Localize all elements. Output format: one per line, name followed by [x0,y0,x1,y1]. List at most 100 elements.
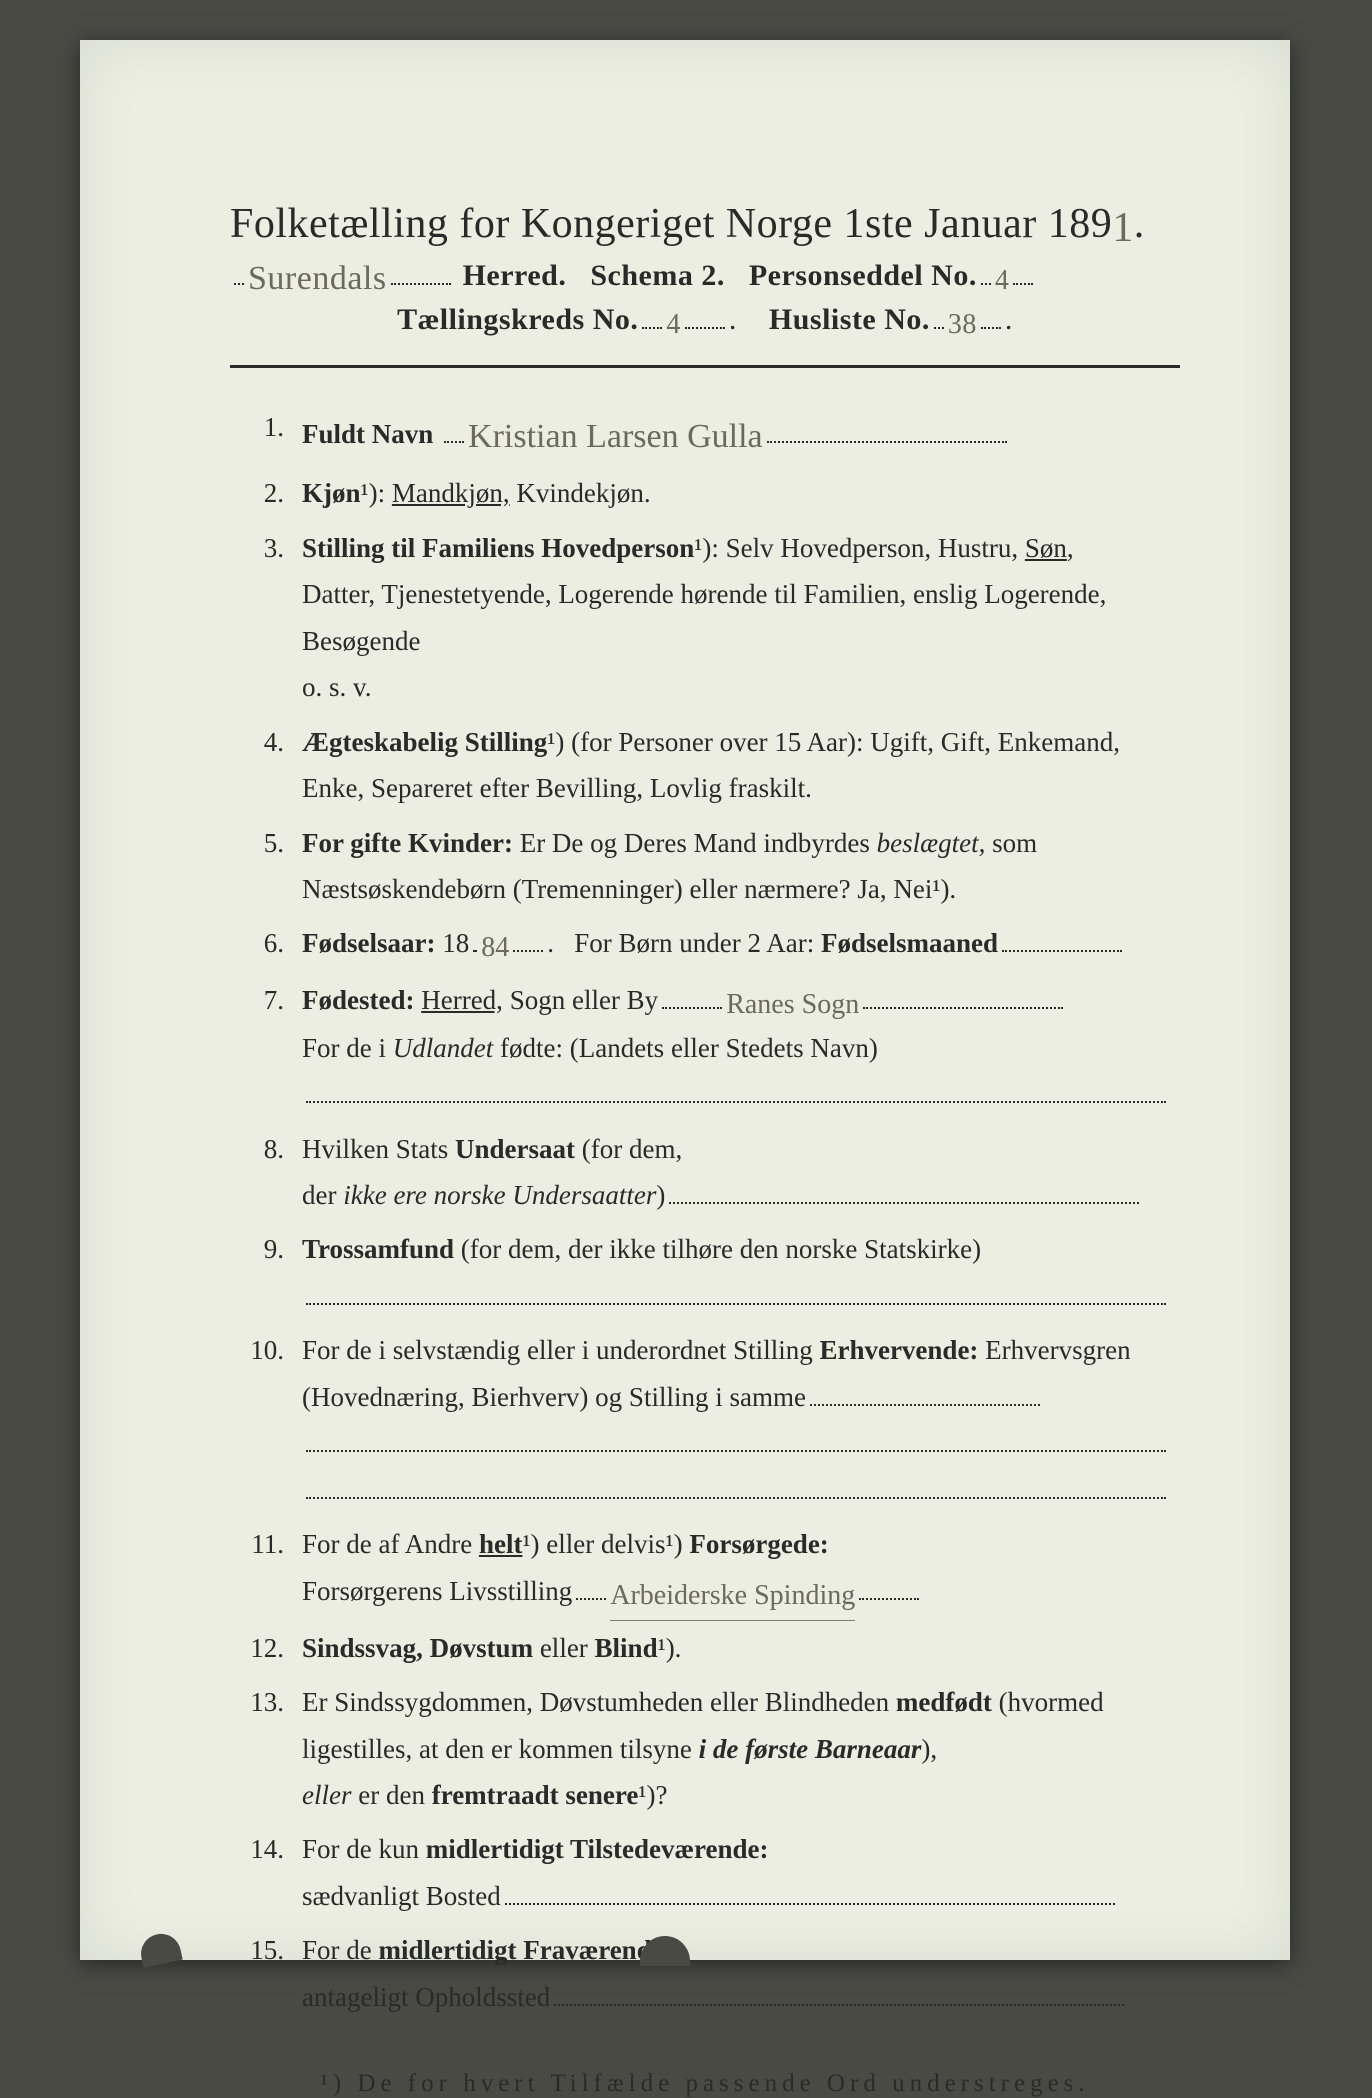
item-number: 1. [230,404,302,462]
son-underlined: Søn [1025,533,1067,563]
year-last-digit-hand: 1 [1112,204,1134,252]
mandkjon-underlined: Mandkjøn, [392,478,510,508]
item-number: 2. [230,470,302,516]
item-15: 15. For de midlertidigt Fraværende: anta… [230,1927,1180,2020]
provider-occupation-hand: Arbeiderske Spinding [610,1572,855,1621]
item-13: 13. Er Sindssygdommen, Døvstumheden elle… [230,1679,1180,1818]
label-sindssvag: Sindssvag, Døvstum [302,1633,533,1663]
item-14: 14. For de kun midlertidigt Tilstedevære… [230,1826,1180,1919]
item-4: 4. Ægteskabelig Stilling¹) (for Personer… [230,719,1180,812]
title-line-3: Tællingskreds No.4. Husliste No.38. [230,300,1180,337]
text: Hvilken Stats [302,1134,455,1164]
sup: ¹) [666,1529,683,1559]
label-fuldt-navn: Fuldt Navn [302,419,433,449]
text: For de i selvstændig eller i underordnet… [302,1335,819,1365]
text-ital: beslægtet, [877,828,986,858]
sup: ¹) [522,1529,539,1559]
text: Er Sindssygdommen, Døvstumheden eller Bl… [302,1687,896,1717]
footnote: ¹) De for hvert Tilfælde passende Ord un… [230,2070,1180,2098]
text-ital: Udlandet [393,1033,494,1063]
label-forsorgede: Forsørgede: [689,1529,828,1559]
header-block: Folketælling for Kongeriget Norge 1ste J… [230,200,1180,337]
label-fravaerende: midlertidigt Fraværende: [379,1935,673,1965]
item-number: 14. [230,1826,302,1919]
text: For de af Andre [302,1529,479,1559]
text: Sogn eller By [503,985,658,1015]
item-number: 12. [230,1625,302,1671]
item-3: 3. Stilling til Familiens Hovedperson¹):… [230,525,1180,711]
sup: ¹) [694,533,711,563]
label-erhvervende: Erhvervende: [819,1335,978,1365]
text: Selv Hovedperson, Hustru, [726,533,1025,563]
text: Er De og Deres Mand indbyrdes [513,828,877,858]
text-ital: ikke ere norske Undersaatter [343,1180,656,1210]
personseddel-no-hand: 4 [995,265,1010,297]
full-name-hand: Kristian Larsen Gulla [468,408,763,466]
label-trossamfund: Trossamfund [302,1234,454,1264]
item-5: 5. For gifte Kvinder: Er De og Deres Man… [230,820,1180,913]
item-number: 6. [230,920,302,968]
item-8: 8. Hvilken Stats Undersaat (for dem, der… [230,1126,1180,1219]
personseddel-label: Personseddel No. [749,259,977,292]
herred-label: Herred. [463,259,567,292]
label-aegteskab: Ægteskabelig Stilling [302,727,547,757]
label-fodested: Fødested: [302,985,414,1015]
label-stilling: Stilling til Familiens Hovedperson [302,533,694,563]
sup: ¹). [658,1633,682,1663]
item-number: 4. [230,719,302,812]
text: o. s. v. [302,672,372,702]
label-medfodt: medfødt [896,1687,992,1717]
text: antageligt Opholdssted [302,1982,550,2012]
item-number: 7. [230,977,302,1118]
form-items: 1. Fuldt Navn Kristian Larsen Gulla 2. K… [230,404,1180,2020]
sup: ¹) [638,1780,655,1810]
birth-year-hand: 84 [481,924,509,972]
text: eller [533,1633,594,1663]
item-number: 13. [230,1679,302,1818]
text: For Børn under 2 Aar: [574,928,821,958]
text: der [302,1180,343,1210]
item-number: 15. [230,1927,302,2020]
label-fremtraadt: fremtraadt senere [432,1780,639,1810]
title-line-2: Surendals Herred. Schema 2. Personseddel… [230,256,1180,294]
item-7: 7. Fødested: Herred, Sogn eller ByRanes … [230,977,1180,1118]
label-gifte-kvinder: For gifte Kvinder: [302,828,513,858]
text: For de [302,1935,379,1965]
sup: ¹). [932,874,956,904]
kreds-label: Tællingskreds No. [397,303,638,336]
text: Datter, Tjenestetyende, Logerende hørend… [302,579,1106,655]
item-9: 9. Trossamfund (for dem, der ikke tilhør… [230,1226,1180,1319]
item-1: 1. Fuldt Navn Kristian Larsen Gulla [230,404,1180,462]
text: 18 [435,928,469,958]
text: (for dem, [575,1134,682,1164]
item-2: 2. Kjøn¹): Mandkjøn, Kvindekjøn. [230,470,1180,516]
title-line-1: Folketælling for Kongeriget Norge 1ste J… [230,200,1180,248]
label-blind: Blind [595,1633,658,1663]
label-undersaat: Undersaat [455,1134,575,1164]
sup: ¹) [361,478,378,508]
divider [230,365,1180,368]
label-tilstedevaerende: midlertidigt Tilstedeværende: [426,1834,769,1864]
label-kjon: Kjøn [302,478,361,508]
text: Forsørgerens Livsstilling [302,1576,572,1606]
item-6: 6. Fødselsaar: 1884. For Børn under 2 Aa… [230,920,1180,968]
text: fødte: (Landets eller Stedets Navn) [493,1033,878,1063]
title-text: Folketælling for Kongeriget Norge 1ste J… [230,201,1112,247]
text: sædvanligt Bosted [302,1881,501,1911]
kreds-no-hand: 4 [666,309,681,341]
label-fodselsmaaned: Fødselsmaaned [821,928,998,958]
helt-underlined: helt [479,1529,523,1559]
item-11: 11. For de af Andre helt¹) eller delvis¹… [230,1521,1180,1617]
text: For de kun [302,1834,426,1864]
sup: ¹) [547,727,564,757]
text: For de i [302,1033,393,1063]
schema-label: Schema 2. [590,259,725,292]
item-12: 12. Sindssvag, Døvstum eller Blind¹). [230,1625,1180,1671]
kvindekjon: Kvindekjøn. [510,478,651,508]
herred-name-hand: Surendals [248,260,387,298]
herred-underlined: Herred, [421,985,503,1015]
text-ital: i de første Barneaar [699,1734,922,1764]
item-10: 10. For de i selvstændig eller i underor… [230,1327,1180,1513]
husliste-label: Husliste No. [769,303,930,336]
husliste-no-hand: 38 [948,309,977,341]
